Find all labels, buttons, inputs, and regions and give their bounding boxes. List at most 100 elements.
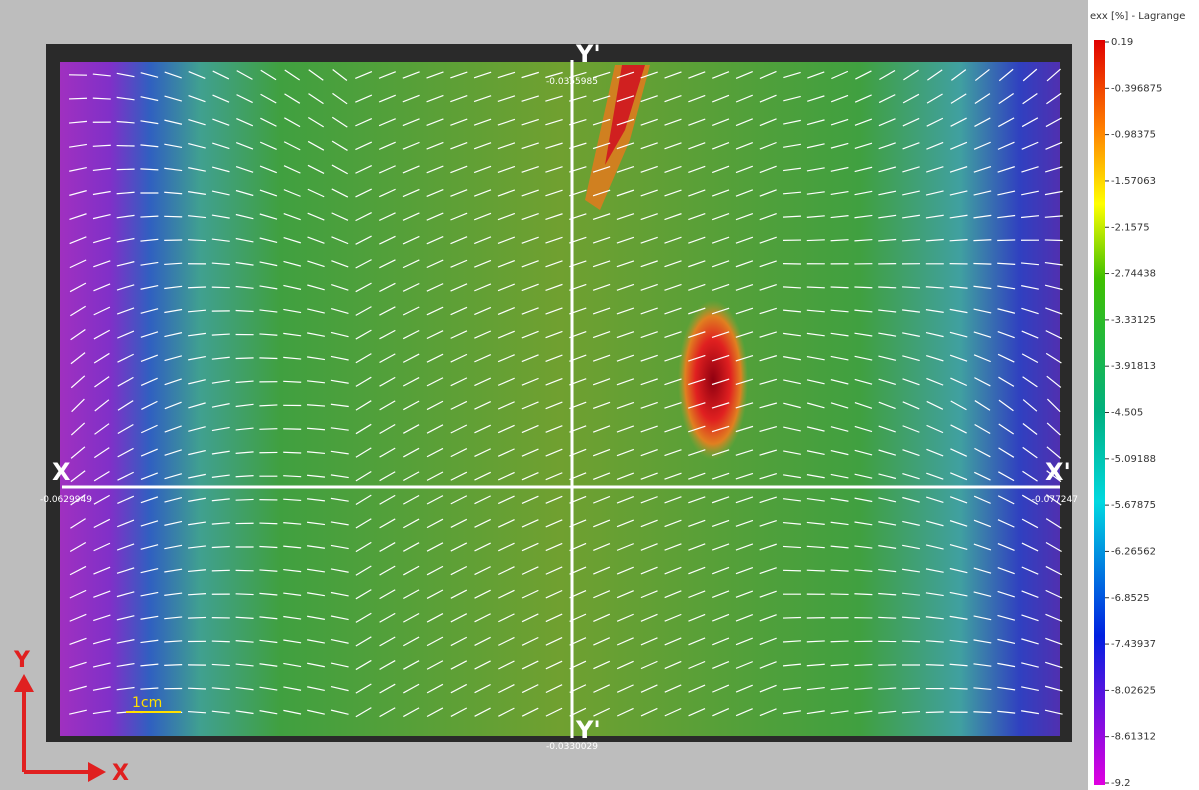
vector [878, 568, 897, 573]
vector [830, 166, 849, 172]
vector [854, 378, 873, 385]
vector [830, 497, 849, 502]
vector [664, 213, 682, 221]
vector [1046, 398, 1061, 413]
vector [1020, 215, 1040, 219]
section-label: X [52, 458, 71, 486]
vector [94, 376, 110, 388]
vector [592, 448, 611, 457]
vector [545, 425, 563, 433]
vector [902, 425, 920, 433]
vector [69, 613, 87, 622]
vector [902, 332, 920, 337]
vector [949, 639, 968, 644]
vector [116, 639, 135, 644]
vector [759, 236, 777, 244]
vector [450, 189, 468, 197]
vector [450, 660, 468, 670]
vector [664, 613, 682, 622]
vector [664, 543, 682, 551]
vector [355, 400, 372, 411]
vector [1045, 141, 1063, 150]
vector [307, 662, 325, 668]
vector [403, 565, 420, 576]
vector [188, 355, 206, 361]
vector [355, 94, 373, 103]
vector [521, 613, 539, 623]
vector [997, 308, 1016, 314]
vector [94, 399, 110, 412]
vector [902, 568, 920, 573]
vector [497, 165, 516, 173]
vector [187, 569, 207, 573]
vector [402, 71, 420, 79]
vector [830, 521, 849, 526]
vector [378, 165, 396, 174]
vector [188, 473, 206, 479]
vector [188, 521, 206, 526]
vector [450, 471, 468, 481]
vector [902, 544, 920, 550]
vector [616, 213, 635, 221]
vector [640, 118, 658, 126]
vector [355, 612, 372, 623]
vector [854, 309, 873, 313]
vector [592, 236, 611, 244]
vector [950, 424, 967, 434]
vector [283, 568, 302, 573]
vector [307, 639, 325, 644]
vector [92, 237, 111, 244]
vector [307, 356, 325, 361]
vector [878, 238, 897, 242]
vector [664, 94, 682, 103]
vector [782, 640, 802, 643]
vector [426, 518, 444, 529]
vector [545, 307, 563, 315]
vector [211, 450, 230, 455]
vector [497, 424, 515, 434]
vector [69, 565, 87, 576]
vector [735, 260, 754, 268]
vector [902, 473, 920, 480]
vector [1044, 239, 1063, 242]
vector [712, 613, 730, 622]
vector [664, 590, 682, 599]
vector [664, 142, 682, 150]
vector [117, 423, 134, 435]
vector [188, 167, 206, 172]
vector [521, 707, 539, 717]
vector [331, 164, 348, 175]
vector [140, 687, 159, 690]
vector [949, 214, 968, 219]
vector [284, 117, 301, 128]
vector [593, 543, 611, 551]
vector [711, 236, 730, 244]
vector [735, 661, 753, 669]
vector [331, 188, 349, 198]
vector [116, 191, 135, 195]
vector [140, 308, 159, 314]
vector [259, 165, 277, 174]
vector [878, 497, 897, 503]
vector [997, 190, 1016, 196]
vector [426, 118, 444, 126]
vector [664, 566, 682, 575]
vector [521, 142, 539, 150]
vector [521, 472, 539, 481]
vector [545, 519, 563, 528]
vector [997, 239, 1016, 242]
vector [164, 95, 183, 102]
vector [1044, 709, 1063, 715]
vector [402, 212, 420, 221]
vector [379, 376, 396, 387]
vector [1046, 446, 1062, 459]
vector [688, 236, 706, 244]
vector [1044, 261, 1063, 266]
vector [379, 329, 396, 340]
vector [187, 687, 207, 690]
vector [854, 238, 873, 242]
vector [164, 191, 183, 195]
vector [307, 709, 325, 715]
vector [426, 613, 444, 623]
vector [1021, 190, 1039, 196]
